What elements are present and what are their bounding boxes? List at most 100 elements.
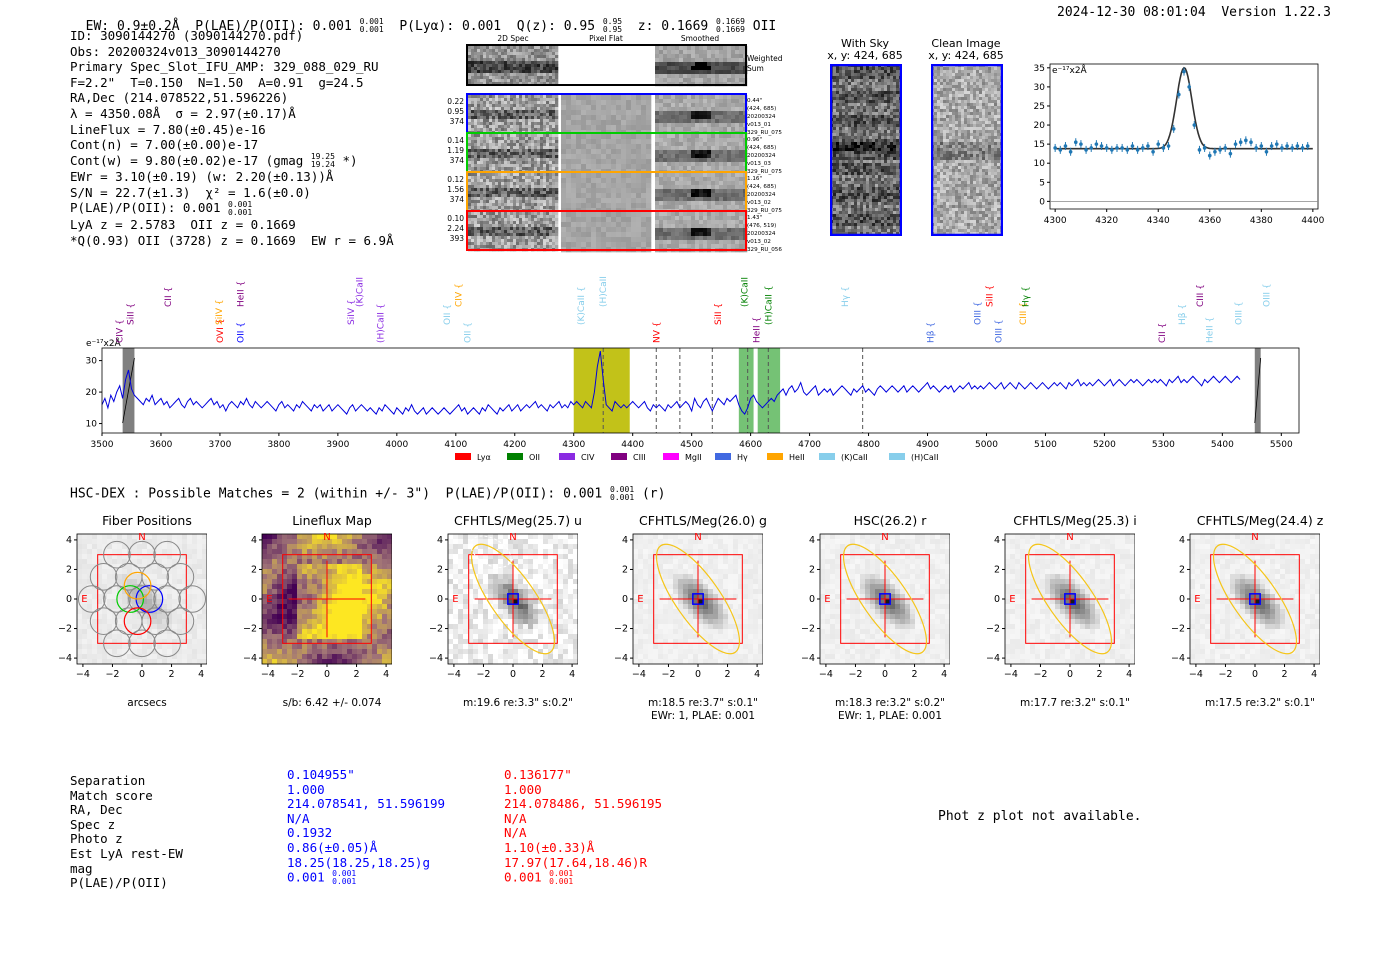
pixel — [646, 188, 652, 194]
pixel — [552, 161, 556, 165]
pixel — [683, 173, 688, 178]
pixel — [504, 236, 508, 240]
pixel — [552, 104, 556, 108]
pixel — [549, 224, 553, 228]
hdr-z-frac-top: 0.1669 — [716, 17, 745, 26]
pixel — [586, 203, 592, 209]
pixel — [537, 194, 541, 198]
pixel — [498, 182, 502, 186]
pixel — [675, 166, 680, 171]
pixel — [851, 67, 855, 71]
pixel — [611, 237, 617, 243]
pixel — [486, 197, 490, 201]
pixel — [492, 122, 496, 126]
pixel — [571, 110, 577, 116]
pixel — [703, 146, 708, 151]
pixel — [699, 212, 704, 217]
pixel — [683, 103, 688, 108]
fiber-left-label: 374 — [450, 156, 465, 165]
pixel — [887, 73, 891, 77]
pixel — [715, 111, 720, 116]
pixel — [878, 157, 882, 161]
pixel — [679, 62, 684, 67]
pixel — [878, 100, 882, 104]
pixel — [667, 111, 672, 116]
pixel — [581, 149, 587, 155]
pixel — [522, 167, 526, 171]
pixel — [621, 164, 627, 170]
pixel — [513, 70, 517, 74]
pixel — [510, 191, 514, 195]
pixel — [483, 182, 487, 186]
pixel — [699, 50, 704, 55]
pixel — [878, 118, 882, 122]
pixel — [495, 182, 499, 186]
pixel — [495, 161, 499, 165]
pixel — [866, 76, 870, 80]
pixel — [854, 169, 858, 173]
pixel — [546, 61, 550, 65]
pixel — [842, 196, 846, 200]
hdr-ew: EW: 0.9±0.2Å — [85, 18, 196, 34]
pixel — [848, 142, 852, 146]
pixel — [471, 218, 475, 222]
pixel — [507, 143, 511, 147]
pixel — [510, 137, 514, 141]
pixel — [549, 134, 553, 138]
pixel — [857, 160, 861, 164]
pixel — [555, 236, 559, 240]
pixel — [890, 127, 894, 131]
pixel — [735, 173, 740, 178]
pixel — [534, 221, 538, 225]
pixel — [848, 172, 852, 176]
pixel — [621, 183, 627, 189]
pixel — [896, 76, 900, 80]
pixel — [872, 103, 876, 107]
pixel — [501, 218, 505, 222]
pixel — [711, 205, 716, 210]
pixel — [543, 67, 547, 71]
pixel — [667, 236, 672, 241]
pixel — [866, 70, 870, 74]
pixel — [546, 140, 550, 144]
pixel — [504, 119, 508, 123]
pixel — [703, 236, 708, 241]
pixel — [480, 110, 484, 114]
pixel — [495, 149, 499, 153]
pixel — [848, 85, 852, 89]
pixel — [671, 95, 676, 100]
pixel — [893, 145, 897, 149]
pixel — [483, 239, 487, 243]
pixel — [715, 197, 720, 202]
pixel — [715, 107, 720, 112]
pixel — [477, 164, 481, 168]
pixel — [869, 97, 873, 101]
pixel — [646, 198, 652, 204]
pixel — [675, 50, 680, 55]
pixel — [534, 236, 538, 240]
pixel — [586, 115, 592, 121]
pixel — [884, 154, 888, 158]
pixel — [561, 159, 567, 165]
pixel — [616, 203, 622, 209]
pixel — [860, 76, 864, 80]
pixel — [561, 100, 567, 106]
pixel — [513, 76, 517, 80]
pixel — [890, 208, 894, 212]
pixel — [890, 103, 894, 107]
pixel — [513, 52, 517, 56]
pixel — [857, 208, 861, 212]
pixel — [679, 189, 684, 194]
pixel — [480, 76, 484, 80]
pixel — [492, 194, 496, 198]
pixel — [890, 148, 894, 152]
pixel — [516, 191, 520, 195]
pixel — [510, 49, 514, 53]
pixel — [727, 236, 732, 241]
pixel — [646, 134, 652, 140]
pixel — [616, 144, 622, 150]
pixel — [727, 193, 732, 198]
pixel — [851, 109, 855, 113]
pixel — [507, 152, 511, 156]
pixel — [691, 127, 696, 132]
